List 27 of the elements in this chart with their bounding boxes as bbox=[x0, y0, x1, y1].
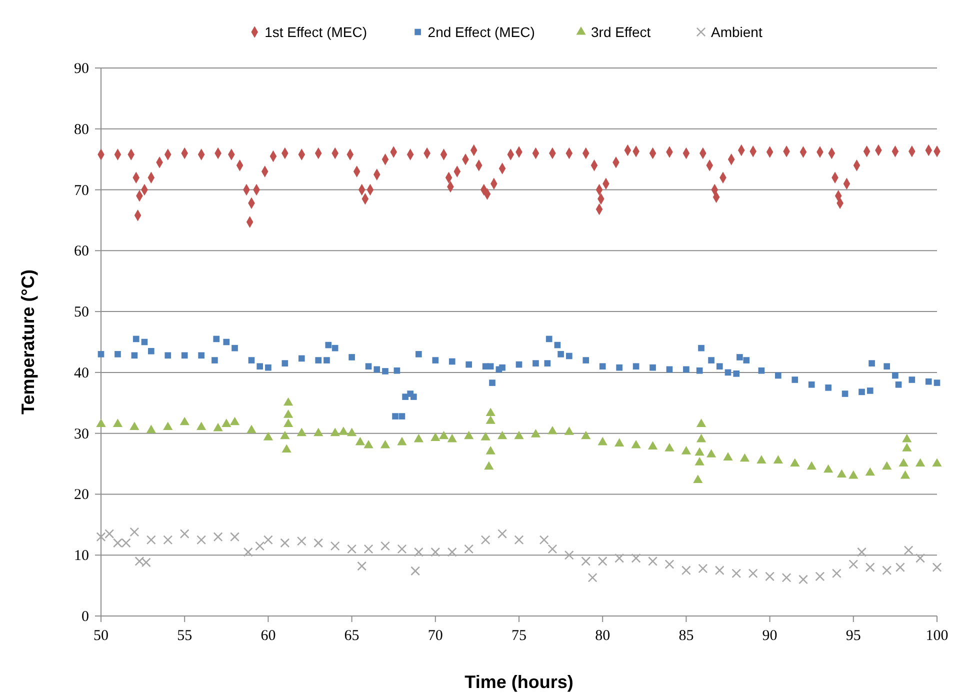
legend-label: 1st Effect (MEC) bbox=[264, 24, 368, 40]
y-tick-label: 60 bbox=[74, 244, 89, 260]
x-axis-title: Time (hours) bbox=[464, 672, 574, 692]
legend-label: 3rd Effect bbox=[591, 24, 651, 40]
y-tick-label: 30 bbox=[74, 426, 89, 442]
y-tick-label: 70 bbox=[74, 182, 89, 199]
x-tick-label: 50 bbox=[94, 628, 108, 644]
x-tick-label: 60 bbox=[260, 628, 276, 644]
y-tick-label: 0 bbox=[82, 609, 89, 625]
y-tick-label: 40 bbox=[74, 365, 89, 382]
x-tick-label: 70 bbox=[428, 628, 443, 644]
y-tick-label: 20 bbox=[74, 487, 89, 504]
y-tick-label: 50 bbox=[74, 304, 89, 321]
x-tick-label: 90 bbox=[762, 628, 778, 644]
y-axis-title: Temperature (°C) bbox=[18, 270, 38, 414]
x-tick-label: 95 bbox=[846, 628, 861, 644]
legend-label: 2nd Effect (MEC) bbox=[428, 24, 535, 40]
y-tick-label: 10 bbox=[74, 548, 89, 564]
x-tick-label: 80 bbox=[595, 628, 610, 644]
x-tick-label: 85 bbox=[678, 628, 694, 644]
y-tick-label: 80 bbox=[74, 122, 89, 138]
x-tick-label: 65 bbox=[344, 628, 360, 644]
y-tick-label: 90 bbox=[74, 61, 89, 77]
x-tick-label: 55 bbox=[177, 628, 192, 644]
x-tick-label: 75 bbox=[512, 628, 526, 644]
x-tick-label: 100 bbox=[926, 628, 948, 644]
legend-label: Ambient bbox=[711, 24, 762, 40]
